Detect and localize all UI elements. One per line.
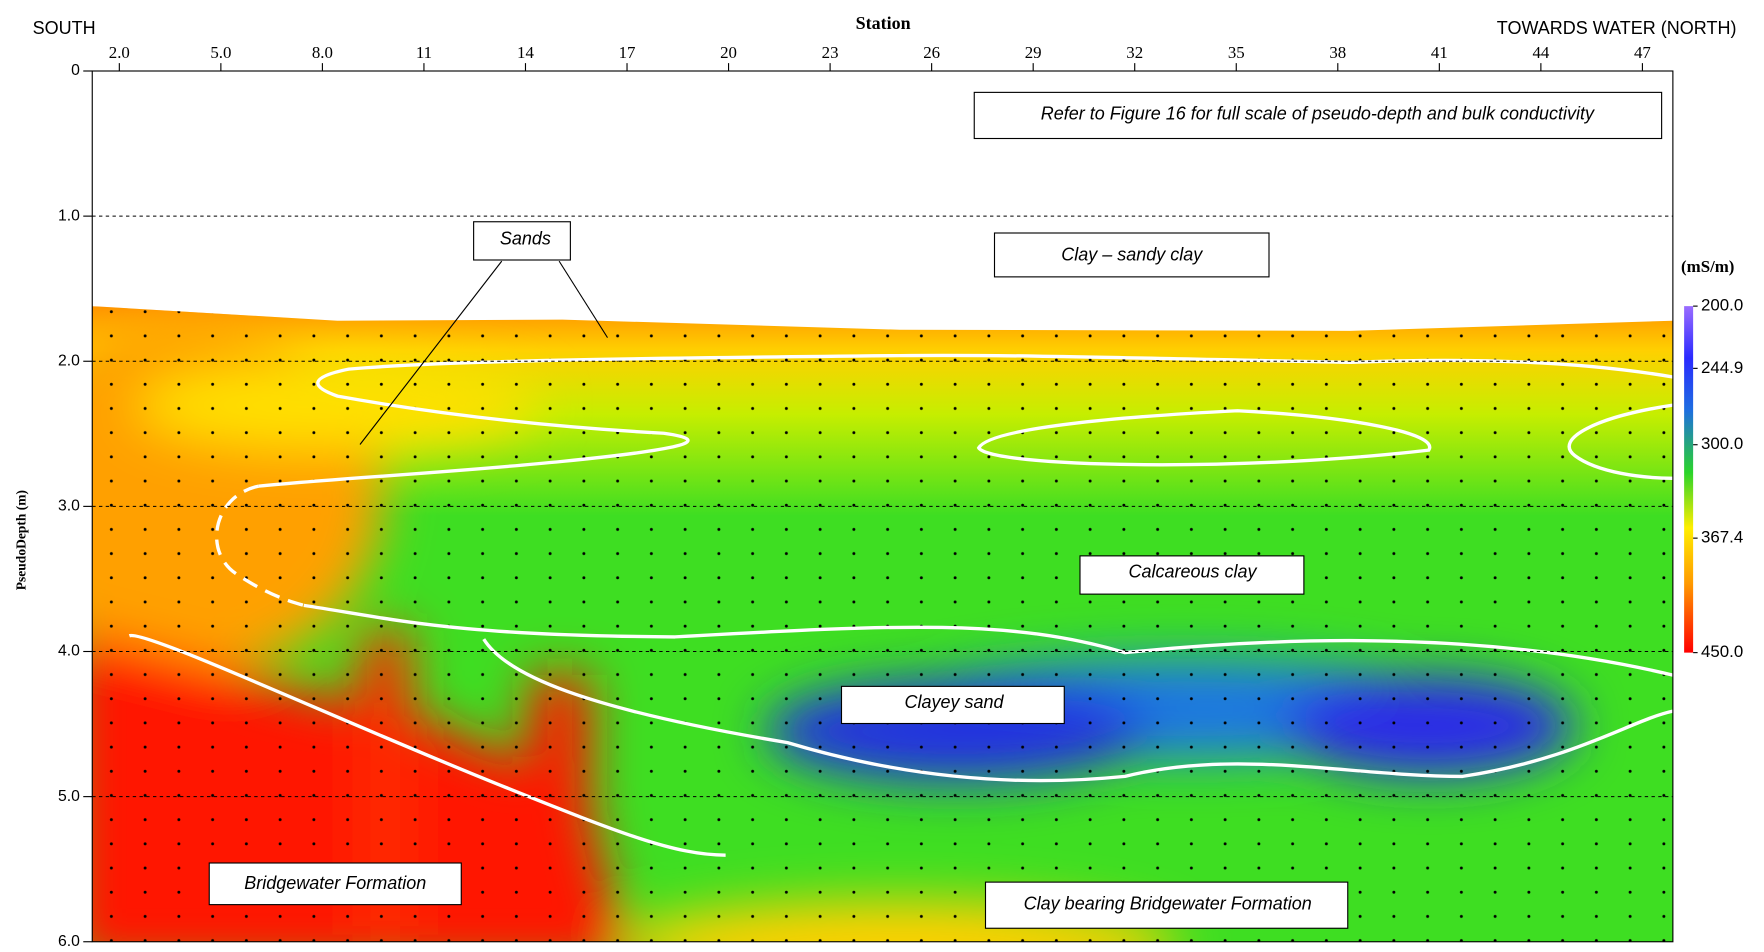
y-tick-label: 1.0 <box>58 207 80 224</box>
annotation: Clay – sandy clay <box>993 232 1270 278</box>
y-tick-label: 4.0 <box>58 643 80 660</box>
contour <box>303 603 1674 677</box>
x-tick-label: 14 <box>517 43 534 62</box>
y-axis-label: PseudoDepth (m) <box>14 490 29 590</box>
contour <box>482 638 1674 783</box>
x-tick-label: 5.0 <box>210 43 231 62</box>
annotation-text: Clayey sand <box>904 692 1004 712</box>
annotation: Bridgewater Formation <box>208 862 462 906</box>
colorbar-label: (mS/m) <box>1681 257 1734 276</box>
x-axis-label: Station <box>856 13 911 33</box>
x-tick-label: 11 <box>416 43 432 62</box>
conductivity-field <box>92 306 1673 942</box>
annotation-text: Clay bearing Bridgewater Formation <box>1024 893 1312 913</box>
x-tick-label: 17 <box>619 43 636 62</box>
annotation: Calcareous clay <box>1079 555 1305 595</box>
x-tick-label: 38 <box>1329 43 1346 62</box>
colorbar-tick-label: 300.0 <box>1701 434 1743 453</box>
contour <box>976 409 1432 467</box>
y-tick-label: 6.0 <box>58 933 80 950</box>
left-label: SOUTH <box>33 18 96 38</box>
colorbar-tick-label: 367.4 <box>1701 528 1743 547</box>
x-tick-label: 8.0 <box>312 43 333 62</box>
annotation-text: Calcareous clay <box>1128 562 1257 582</box>
x-tick-label: 26 <box>923 43 940 62</box>
contour <box>215 484 305 607</box>
x-tick-label: 23 <box>822 43 839 62</box>
y-tick-label: 3.0 <box>58 498 80 515</box>
x-tick-label: 29 <box>1025 43 1042 62</box>
annotation-text: Clay – sandy clay <box>1061 244 1203 264</box>
y-tick-label: 2.0 <box>58 352 80 369</box>
annotation: Sands <box>473 221 571 261</box>
contour <box>128 633 726 857</box>
pointer-line <box>558 260 608 338</box>
x-tick-label: 35 <box>1228 43 1245 62</box>
colorbar-tick-label: 200.0 <box>1701 296 1743 315</box>
x-tick-label: 41 <box>1431 43 1448 62</box>
contour <box>258 353 1674 488</box>
pointer-line <box>359 260 503 445</box>
y-tick-label: 0 <box>71 62 80 79</box>
y-tick-label: 5.0 <box>58 788 80 805</box>
colorbar-tick-label: 450.0 <box>1701 642 1743 661</box>
colorbar-tick-label: 244.9 <box>1701 358 1743 377</box>
annotation-text: Refer to Figure 16 for full scale of pse… <box>1041 104 1595 124</box>
annotation: Clayey sand <box>840 685 1065 725</box>
contour <box>1567 403 1674 480</box>
x-tick-label: 20 <box>720 43 737 62</box>
annotation: Refer to Figure 16 for full scale of pse… <box>973 91 1663 140</box>
colorbar <box>1684 306 1694 653</box>
annotation: Clay bearing Bridgewater Formation <box>984 881 1349 929</box>
x-tick-label: 2.0 <box>109 43 130 62</box>
annotation-text: Sands <box>500 229 551 249</box>
x-tick-label: 44 <box>1532 43 1549 62</box>
x-tick-label: 32 <box>1126 43 1143 62</box>
annotation-text: Bridgewater Formation <box>244 873 426 893</box>
x-tick-label: 47 <box>1634 43 1651 62</box>
right-label: TOWARDS WATER (NORTH) <box>1497 18 1737 38</box>
